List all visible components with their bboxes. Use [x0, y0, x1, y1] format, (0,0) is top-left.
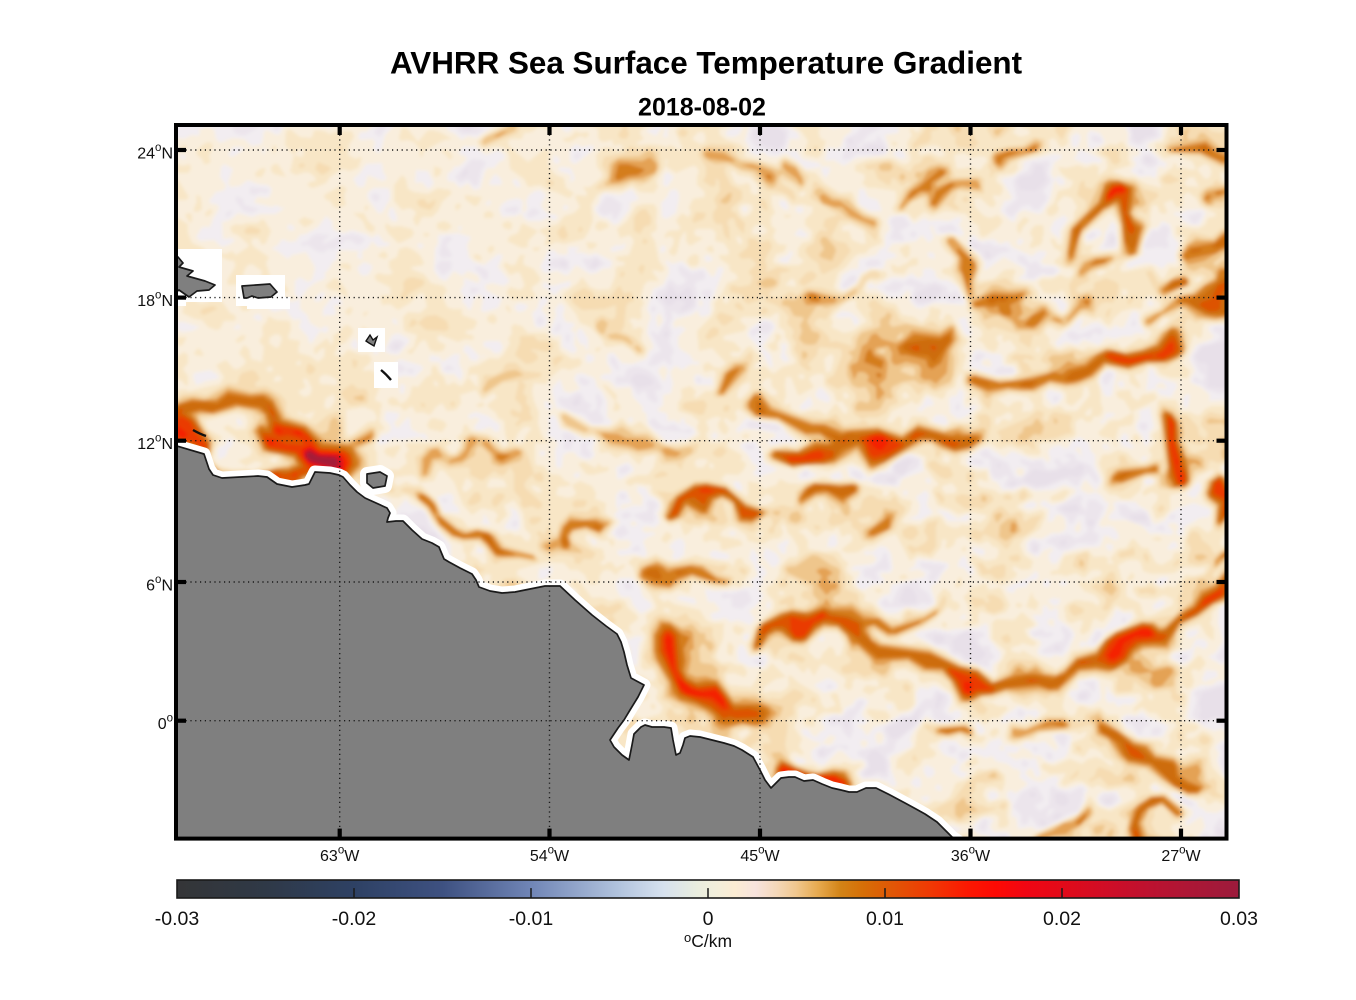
svg-text:oC/km: oC/km — [684, 930, 732, 951]
svg-text:0: 0 — [703, 908, 714, 930]
svg-text:0.02: 0.02 — [1043, 908, 1081, 930]
svg-text:2018-08-02: 2018-08-02 — [638, 94, 766, 122]
svg-text:18oN: 18oN — [137, 290, 173, 311]
svg-text:AVHRR Sea Surface Temperature: AVHRR Sea Surface Temperature Gradient — [390, 46, 1023, 81]
svg-text:36oW: 36oW — [951, 845, 991, 866]
svg-text:45oW: 45oW — [740, 845, 780, 866]
svg-text:0.01: 0.01 — [866, 908, 904, 930]
svg-text:54oW: 54oW — [530, 845, 570, 866]
svg-text:-0.03: -0.03 — [155, 908, 199, 930]
svg-text:12oN: 12oN — [137, 433, 173, 454]
svg-text:0.03: 0.03 — [1220, 908, 1258, 930]
svg-text:24oN: 24oN — [137, 142, 173, 163]
svg-text:63oW: 63oW — [320, 845, 360, 866]
svg-text:-0.02: -0.02 — [332, 908, 376, 930]
svg-text:-0.01: -0.01 — [509, 908, 553, 930]
svg-text:27oW: 27oW — [1161, 845, 1201, 866]
svg-text:6oN: 6oN — [146, 574, 173, 595]
